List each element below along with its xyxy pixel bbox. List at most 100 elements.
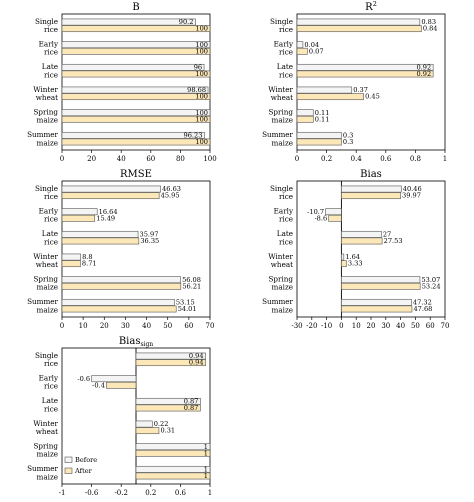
bar-before	[61, 253, 81, 261]
data-label: 8.71	[82, 260, 97, 268]
bar-before	[61, 208, 98, 216]
category-label: maize	[37, 305, 58, 314]
chart-bias-panel: Bias -30 -20 -10 0 10 20 30 40 50 60 70 Single rice 40…	[235, 167, 470, 334]
category-label: Single	[270, 184, 293, 193]
data-label: 53.24	[422, 282, 441, 290]
x-tick-label: 20	[100, 322, 109, 330]
x-tick-label: 0.8	[410, 155, 421, 163]
x-tick-label: 40	[117, 155, 126, 163]
category-label: rice	[44, 382, 58, 391]
chart-title-main: R	[365, 2, 373, 13]
data-label: 3.33	[348, 260, 363, 268]
bar-after	[296, 70, 434, 78]
category-label: rice	[279, 70, 293, 79]
category-label: rice	[44, 192, 58, 201]
bar-before	[61, 185, 161, 193]
data-label: 100	[195, 138, 208, 146]
chart-b-panel: B 0 20 40 60 80 100 Single rice 90.2 100 Early rice 1…	[0, 0, 235, 167]
category-label: Spring	[34, 275, 59, 284]
bar-before	[135, 465, 211, 473]
category-label: Late	[277, 229, 293, 238]
category-label: wheat	[271, 260, 293, 269]
category-label: Winter	[33, 419, 58, 428]
bar-after	[341, 237, 383, 245]
legend-swatch-before	[64, 456, 73, 463]
x-tick-label: 60	[146, 155, 155, 163]
x-tick-label: 20	[87, 155, 96, 163]
bar-after	[296, 138, 342, 146]
bar-before	[61, 41, 211, 49]
data-label: 40.46	[403, 185, 422, 193]
data-label: 8.8	[82, 253, 93, 261]
data-label: 100	[195, 41, 208, 49]
category-label: Early	[39, 374, 59, 383]
bar-after	[296, 25, 422, 33]
category-label: Winter	[268, 85, 293, 94]
data-label: 0.37	[353, 86, 368, 94]
chart-r2-panel: R2 0 0.2 0.4 0.6 0.8 1 Single rice 0.83 0.84 Early r…	[235, 0, 470, 167]
data-label: 16.64	[99, 208, 118, 216]
x-tick-label: 50	[163, 322, 172, 330]
bar-before	[61, 109, 211, 117]
data-label: 0.31	[160, 427, 175, 435]
x-tick-label: 0	[60, 155, 64, 163]
category-label: Summer	[262, 297, 293, 306]
bar-after	[296, 93, 364, 101]
category-label: Late	[277, 62, 293, 71]
data-label: 96.23	[184, 131, 203, 139]
category-label: rice	[279, 25, 293, 34]
bar-after	[61, 25, 211, 33]
data-label: 0.3	[343, 138, 354, 146]
data-label: 53.15	[176, 298, 195, 306]
category-label: Summer	[262, 130, 293, 139]
category-label: wheat	[36, 260, 58, 269]
bar-before	[61, 131, 205, 139]
data-label: 100	[195, 47, 208, 55]
data-label: 0.45	[365, 93, 380, 101]
bar-after	[61, 305, 177, 313]
data-label: -10.7	[307, 208, 324, 216]
bar-before	[325, 208, 342, 216]
bar-after	[61, 138, 211, 146]
x-tick-label: 1	[443, 155, 447, 163]
x-tick-label: 20	[367, 322, 376, 330]
plot-frame	[61, 13, 211, 151]
category-label: Early	[39, 40, 59, 49]
data-label: 100	[195, 109, 208, 117]
data-label: -0.6	[77, 375, 90, 383]
x-tick-label: 70	[441, 322, 450, 330]
category-label: Single	[35, 351, 58, 360]
chart-title-sub: sign	[140, 341, 153, 348]
x-tick-label: 60	[426, 322, 435, 330]
category-label: Spring	[269, 108, 294, 117]
category-label: wheat	[36, 427, 58, 436]
chart-title: RMSE	[120, 169, 152, 180]
category-label: Summer	[27, 130, 58, 139]
category-label: rice	[44, 215, 58, 224]
bar-before	[296, 18, 421, 26]
x-tick-label: 80	[176, 155, 185, 163]
bar-before	[296, 63, 434, 71]
bar-after	[61, 115, 211, 123]
data-label: 1.64	[345, 253, 360, 261]
bar-after	[61, 214, 96, 222]
bar-after	[106, 381, 137, 389]
bar-before	[296, 86, 353, 94]
bar-before	[135, 352, 206, 360]
x-tick-label: -20	[306, 322, 317, 330]
category-label: Early	[274, 207, 294, 216]
category-label: maize	[37, 138, 58, 147]
x-tick-label: 30	[121, 322, 130, 330]
data-label: 100	[195, 115, 208, 123]
legend-swatch-after	[64, 467, 73, 474]
bar-after	[328, 214, 342, 222]
x-tick-label: 10	[352, 322, 361, 330]
data-label: 0.87	[184, 397, 199, 405]
bar-before	[61, 230, 139, 238]
category-label: maize	[37, 450, 58, 459]
bar-after	[61, 93, 211, 101]
category-label: maize	[272, 283, 293, 292]
bar-after	[341, 305, 413, 313]
x-tick-label: -0.2	[114, 489, 128, 497]
